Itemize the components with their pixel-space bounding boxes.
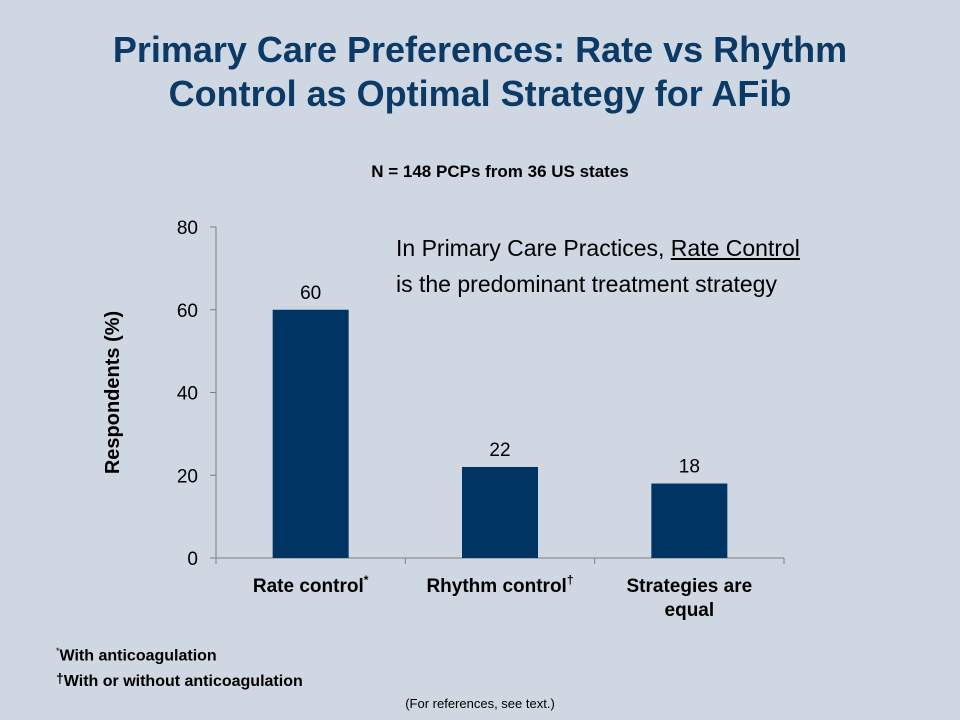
callout-text: In Primary Care Practices, Rate Control … (396, 230, 800, 302)
bar (272, 309, 349, 558)
x-tick-label-line: Rhythm control (426, 576, 566, 597)
footnote-1-marker: * (56, 646, 60, 656)
x-tick-label-footnote-mark: * (364, 573, 369, 587)
y-axis-label: Respondents (%) (102, 311, 124, 474)
x-tick-label-line: Rate control (253, 576, 364, 597)
y-tick-label: 20 (177, 466, 198, 487)
x-tick-label: Rate control* (253, 573, 369, 597)
footnotes: *With anticoagulation †With or without a… (56, 640, 303, 693)
bar (651, 483, 728, 558)
x-tick-label: Rhythm control† (426, 573, 573, 597)
footnote-2-marker: † (56, 670, 64, 687)
footnote-1: *With anticoagulation (56, 640, 303, 667)
slide-title-line2: Control as Optimal Strategy for AFib (168, 73, 792, 114)
x-tick-label-footnote-mark: † (567, 573, 574, 587)
callout-line2: is the predominant treatment strategy (396, 271, 777, 297)
chart-title: N = 148 PCPs from 36 US states (371, 162, 629, 181)
x-tick-label: Strategies are equal (626, 576, 752, 621)
y-tick-label: 0 (187, 549, 198, 570)
y-tick-label: 60 (177, 301, 198, 322)
slide-title-line1: Primary Care Preferences: Rate vs Rhythm (112, 29, 848, 70)
footnote-1-text: With anticoagulation (59, 647, 217, 665)
footnote-2-text: With or without anticoagulation (63, 673, 303, 691)
x-tick-label-line: Strategies are (626, 576, 752, 597)
y-tick-label: 40 (177, 384, 198, 405)
callout-line1: In Primary Care Practices, Rate Control (396, 230, 800, 266)
callout-prefix: In Primary Care Practices, (396, 235, 671, 261)
data-label: 18 (679, 457, 700, 478)
callout-emphasis: Rate Control (670, 235, 800, 261)
footnote-2: †With or without anticoagulation (56, 667, 303, 693)
references-note: (For references, see text.) (405, 696, 555, 711)
x-tick-label-line: equal (665, 600, 715, 621)
data-label: 60 (300, 283, 321, 304)
data-label: 22 (489, 440, 510, 461)
bar (462, 466, 538, 558)
slide-title: Primary Care Preferences: Rate vs Rhythm… (0, 28, 960, 116)
y-tick-label: 80 (177, 218, 198, 239)
